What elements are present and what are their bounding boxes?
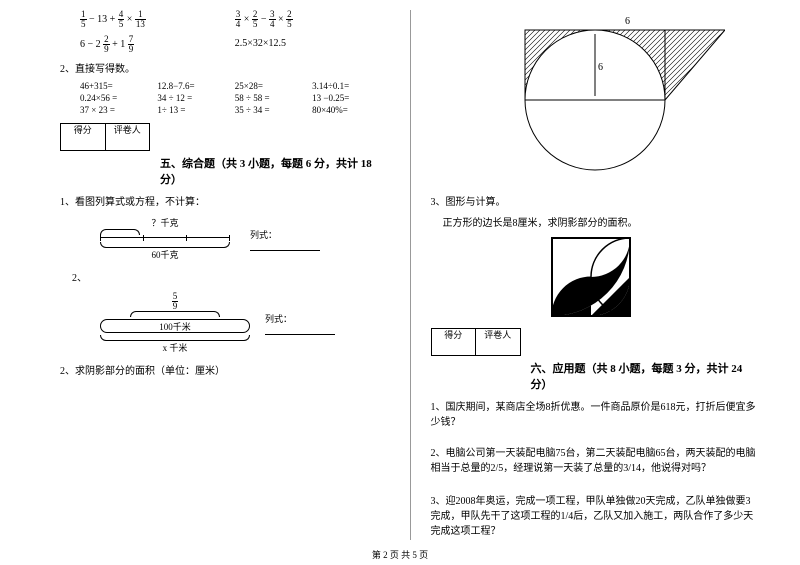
expr-1b: 34 × 25 − 34 × 25 <box>235 10 390 29</box>
op: × <box>244 14 250 25</box>
s5-q3-text: 正方形的边长是8厘米，求阴影部分的面积。 <box>443 214 761 229</box>
score-label: 得分 <box>61 124 106 150</box>
expr-2a: 6 − 2 29 + 1 79 <box>80 35 235 54</box>
expr-1a: 15 − 13 + 45 × 113 <box>80 10 235 29</box>
frac-den: 4 <box>269 20 276 29</box>
right-column: 6 6 3、图形与计算。 正方形的边长是8厘米，求阴影部分的面积。 <box>411 10 761 540</box>
brace-icon <box>100 335 250 341</box>
d1-top-label: ？千克 <box>100 216 230 229</box>
s5-q1: 1、看图列算式或方程，不计算： <box>60 193 390 208</box>
diagram-2: 59 100千米 x 千米 列式： <box>100 292 340 354</box>
s6-q3: 3、迎2008年奥运，完成一项工程，甲队单独做20天完成，乙队单独做要3完成，甲… <box>431 494 761 539</box>
diagram-1: ？千克 60千克 列式： <box>100 216 320 261</box>
expr-row-2: 6 − 2 29 + 1 79 2.5×32×12.5 <box>80 35 390 54</box>
calc-cell: 34 ÷ 12 = <box>157 93 234 103</box>
score-box: 得分 评卷人 <box>60 123 150 151</box>
calc-cell: 1÷ 13 = <box>157 105 234 115</box>
d2-mid-label: 100千米 <box>159 322 191 332</box>
txt: + 1 <box>112 39 125 50</box>
op: − 13 + <box>89 14 115 25</box>
fig-top-label: 6 <box>625 16 630 27</box>
op: − <box>261 14 267 25</box>
circle-diagram: 6 6 <box>465 10 725 183</box>
s6-q2: 2、电脑公司第一天装配电脑75台，第二天装配电脑65台，两天装配的电脑相当于总量… <box>431 446 761 476</box>
calc-cell: 12.8−7.6= <box>157 81 234 91</box>
circle-svg: 6 6 <box>465 10 725 180</box>
section-6-title: 六、应用题（共 8 小题，每题 3 分，共计 24 分） <box>531 360 761 392</box>
calc-cell: 13 −0.25= <box>312 93 389 103</box>
page-footer: 第 2 页 共 5 页 <box>0 548 800 561</box>
calc-cell: 80×40%= <box>312 105 389 115</box>
calc-cell: 35 ÷ 34 = <box>235 105 312 115</box>
q2-title: 2、直接写得数。 <box>60 60 390 75</box>
grader-label: 评卷人 <box>106 124 150 150</box>
page-container: 15 − 13 + 45 × 113 34 × 25 − 34 × 25 6 −… <box>0 0 800 540</box>
calc-cell: 46+315= <box>80 81 157 91</box>
sub-2: 2、 <box>72 269 390 284</box>
d2-top-frac: 59 <box>100 292 250 311</box>
frac-den: 9 <box>103 45 110 54</box>
frac-den: 5 <box>252 20 259 29</box>
brace-icon <box>130 311 220 317</box>
d2-bottom-label: x 千米 <box>100 341 250 354</box>
score-label: 得分 <box>432 329 477 355</box>
expr-row-1: 15 − 13 + 45 × 113 34 × 25 − 34 × 25 <box>80 10 390 29</box>
blank-line <box>250 241 320 251</box>
oval-bar: 100千米 <box>100 319 250 333</box>
formula-2: 列式： <box>265 312 340 335</box>
formula-label: 列式： <box>265 314 292 324</box>
brace-icon <box>100 229 140 235</box>
section-5-title: 五、综合题（共 3 小题，每题 6 分，共计 18 分） <box>160 155 390 187</box>
calc-row: 37 × 23 = 1÷ 13 = 35 ÷ 34 = 80×40%= <box>80 105 390 115</box>
square-svg <box>551 237 631 317</box>
segment-line <box>100 237 230 238</box>
s6-q1: 1、国庆期间，某商店全场8折优惠。一件商品原价是618元，打折后便宜多少钱？ <box>431 398 761 428</box>
frac-den: 9 <box>172 302 179 311</box>
brace-icon <box>100 242 230 248</box>
s5-q3: 3、图形与计算。 <box>431 193 761 208</box>
calc-cell: 0.24×56 = <box>80 93 157 103</box>
calc-cell: 3.14÷0.1= <box>312 81 389 91</box>
txt: 6 − 2 <box>80 39 101 50</box>
frac-den: 5 <box>118 20 125 29</box>
frac-den: 5 <box>80 20 87 29</box>
grader-label: 评卷人 <box>476 329 520 355</box>
formula-label: 列式： <box>250 230 277 240</box>
s5-q2: 2、求阴影部分的面积（单位：厘米） <box>60 362 390 377</box>
d1-bottom-label: 60千克 <box>100 248 230 261</box>
frac-den: 4 <box>235 20 242 29</box>
blank-line <box>265 325 335 335</box>
op: × <box>278 14 284 25</box>
calc-cell: 25×28= <box>235 81 312 91</box>
calc-cell: 37 × 23 = <box>80 105 157 115</box>
fig-mid-label: 6 <box>598 62 603 73</box>
op: × <box>127 14 133 25</box>
calc-cell: 58 ÷ 58 = <box>235 93 312 103</box>
calc-row: 46+315= 12.8−7.6= 25×28= 3.14÷0.1= <box>80 81 390 91</box>
calc-row: 0.24×56 = 34 ÷ 12 = 58 ÷ 58 = 13 −0.25= <box>80 93 390 103</box>
left-column: 15 − 13 + 45 × 113 34 × 25 − 34 × 25 6 −… <box>60 10 411 540</box>
formula-1: 列式： <box>250 228 320 261</box>
frac-den: 13 <box>135 20 146 29</box>
expr-2b: 2.5×32×12.5 <box>235 35 390 54</box>
frac-den: 9 <box>128 45 135 54</box>
frac-den: 5 <box>286 20 293 29</box>
square-diagram <box>551 237 761 320</box>
calc-table: 46+315= 12.8−7.6= 25×28= 3.14÷0.1= 0.24×… <box>80 81 390 115</box>
score-box-2: 得分 评卷人 <box>431 328 521 356</box>
